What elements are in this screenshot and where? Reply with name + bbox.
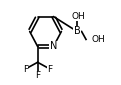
Text: OH: OH bbox=[71, 12, 85, 21]
Text: N: N bbox=[50, 41, 57, 51]
Text: F: F bbox=[35, 71, 40, 80]
Text: F: F bbox=[23, 65, 28, 74]
Text: B: B bbox=[74, 27, 81, 36]
Text: F: F bbox=[47, 65, 53, 74]
Text: OH: OH bbox=[91, 35, 105, 44]
